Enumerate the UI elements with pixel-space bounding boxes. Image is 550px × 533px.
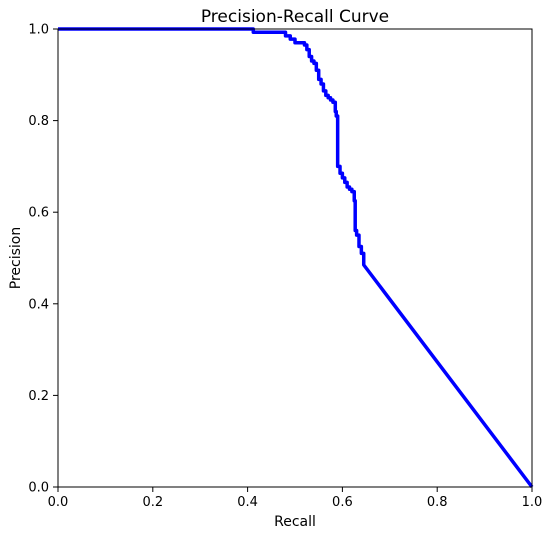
y-tick-label: 0.4 xyxy=(28,297,49,312)
x-tick-label: 0.2 xyxy=(142,495,163,510)
plot-frame xyxy=(57,28,533,488)
x-tick-label: 1.0 xyxy=(522,495,543,510)
x-tick-label: 0.4 xyxy=(237,495,258,510)
x-tick-label: 0.8 xyxy=(427,495,448,510)
y-tick-label: 0.6 xyxy=(28,206,49,221)
y-axis-label: Precision xyxy=(8,227,24,289)
y-tick-label: 1.0 xyxy=(28,23,49,38)
axis-ticks: 0.0 0.2 0.4 0.6 0.8 1.0 0.0 0.2 0.4 0.6 0.8 1.0 xyxy=(28,23,542,511)
y-tick-label: 0.0 xyxy=(28,481,49,496)
x-tick-label: 0.0 xyxy=(48,495,69,510)
y-tick-label: 0.8 xyxy=(28,114,49,129)
precision-recall-line xyxy=(58,27,534,489)
x-tick-label: 0.6 xyxy=(332,495,353,510)
x-axis-label: Recall xyxy=(274,514,316,530)
chart-title: Precision-Recall Curve xyxy=(201,7,389,27)
y-tick-label: 0.2 xyxy=(28,389,49,404)
